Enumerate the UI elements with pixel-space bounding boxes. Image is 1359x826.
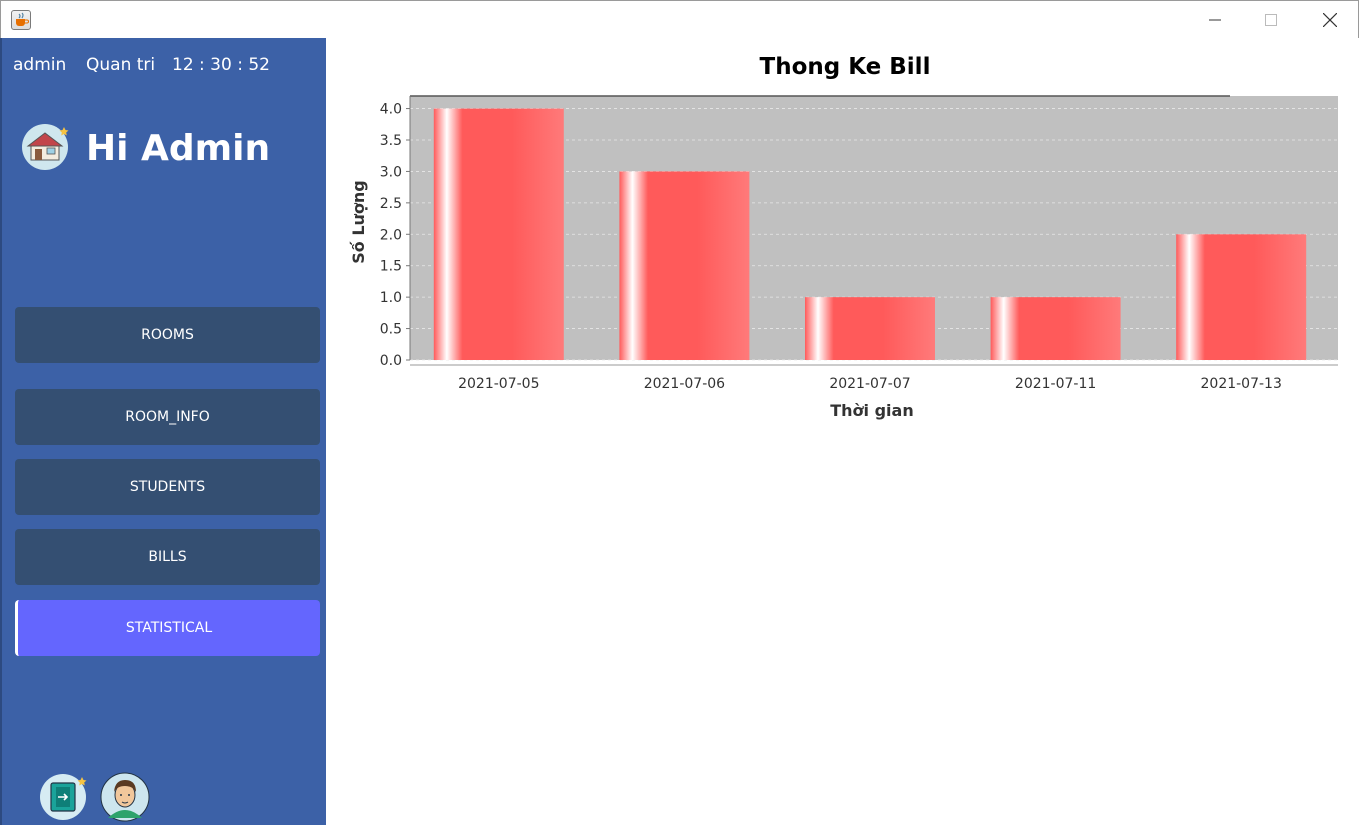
y-tick-label: 1.5 [380, 259, 402, 275]
nav-rooms-button[interactable]: ROOMS [15, 307, 320, 363]
y-tick-label: 0.5 [380, 322, 402, 338]
window-titlebar [0, 0, 1359, 38]
java-cup-icon [11, 10, 31, 30]
bar [433, 108, 564, 360]
bar [1176, 234, 1307, 360]
user-avatar-icon[interactable] [100, 772, 150, 822]
nav-bills-button[interactable]: BILLS [15, 529, 320, 585]
house-icon [20, 122, 70, 172]
chart-title: Thong Ke Bill [759, 54, 931, 80]
x-tick-label: 2021-07-06 [644, 376, 725, 392]
logout-icon[interactable] [38, 772, 88, 822]
bar-chart: 0.0 0.5 1.0 1.5 2.0 2.5 3.0 3.5 4.0 2021-07-05 202… [349, 95, 1338, 420]
maximize-button[interactable] [1248, 5, 1294, 35]
bar [805, 297, 935, 360]
clock-label: 12 : 30 : 52 [172, 55, 270, 75]
nav-statistical-button[interactable]: STATISTICAL [15, 600, 320, 656]
x-axis-label: Thời gian [830, 401, 913, 420]
y-tick-label: 3.0 [380, 164, 402, 180]
minimize-icon [1209, 19, 1221, 21]
y-tick-label: 1.0 [380, 290, 402, 306]
nav-students-button[interactable]: STUDENTS [15, 459, 320, 515]
y-tick-label: 2.0 [380, 227, 402, 243]
y-tick-label: 3.5 [380, 133, 402, 149]
y-tick-label: 0.0 [380, 353, 402, 369]
x-tick-label: 2021-07-07 [829, 376, 910, 392]
role-label: Quan tri [86, 55, 156, 75]
bar [990, 297, 1121, 360]
nav-room-info-button[interactable]: ROOM_INFO [15, 389, 320, 445]
y-axis-label: Số Lượng [349, 180, 368, 264]
maximize-icon [1265, 14, 1277, 26]
username-label: admin [13, 55, 67, 75]
close-icon [1323, 13, 1337, 27]
greeting-heading: Hi Admin [86, 128, 271, 169]
close-button[interactable] [1307, 5, 1353, 35]
sidebar: admin Quan tri 12 : 30 : 52 Hi Admin ROO… [0, 38, 326, 825]
x-tick-label: 2021-07-05 [458, 376, 539, 392]
x-tick-label: 2021-07-13 [1201, 376, 1282, 392]
y-tick-label: 4.0 [380, 102, 402, 118]
bar [619, 171, 750, 360]
minimize-button[interactable] [1192, 5, 1238, 35]
y-tick-label: 2.5 [380, 196, 402, 212]
x-tick-label: 2021-07-11 [1015, 376, 1096, 392]
